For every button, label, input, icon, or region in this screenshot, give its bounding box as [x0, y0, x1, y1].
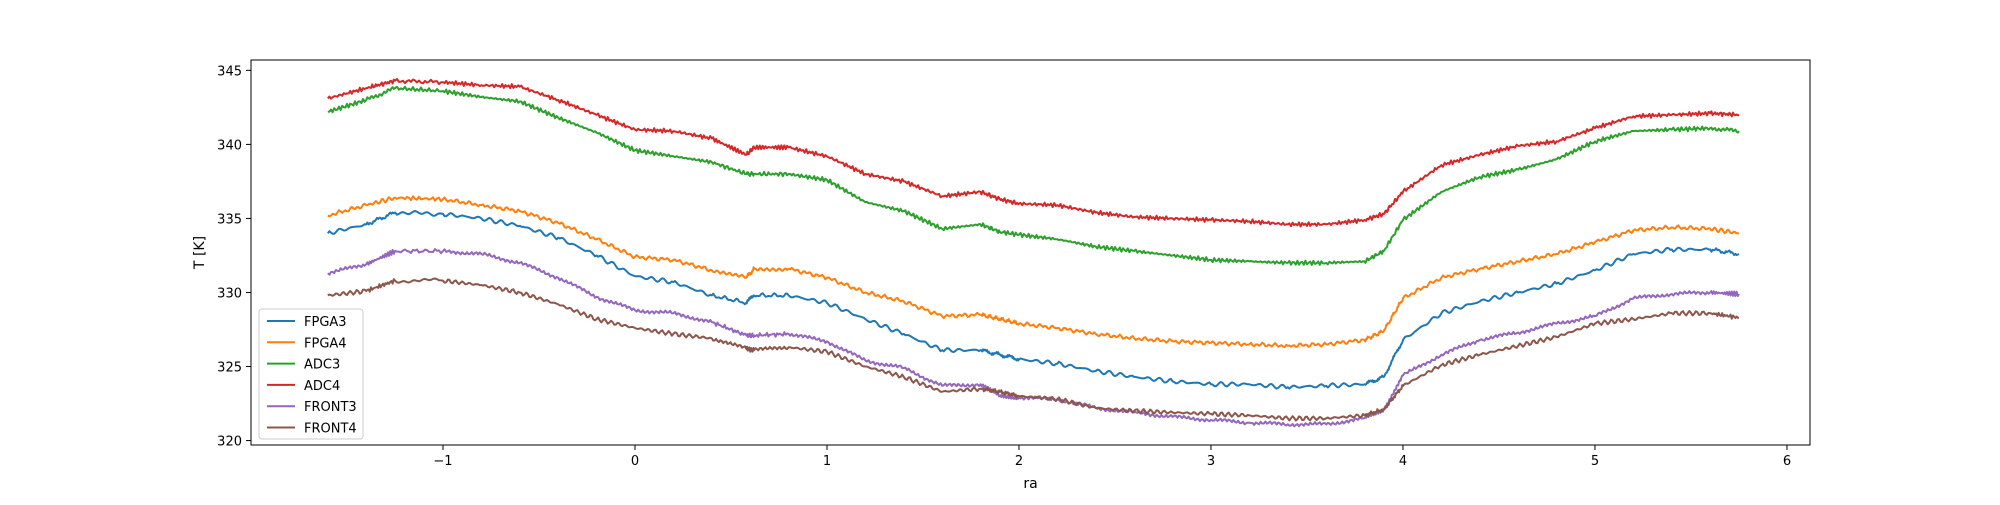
legend-label: FRONT3 [304, 400, 357, 415]
x-tick-label: 4 [1399, 454, 1407, 469]
series-line-fpga3 [327, 210, 1740, 390]
y-axis-label: T [K] [192, 236, 208, 270]
x-tick-label: 1 [823, 454, 831, 469]
series-line-adc4 [327, 78, 1740, 228]
y-tick-label: 335 [217, 212, 242, 227]
x-tick-label: 0 [631, 454, 639, 469]
y-tick-label: 345 [217, 64, 242, 79]
series-line-fpga4 [327, 195, 1740, 349]
x-tick-label: 2 [1015, 454, 1023, 469]
y-tick-label: 330 [217, 286, 242, 301]
legend-label: FRONT4 [304, 422, 357, 437]
series-line-front3 [327, 248, 1740, 428]
x-axis-label: ra [1023, 476, 1037, 492]
plot-area-frame [250, 59, 1811, 446]
legend-label: FPGA4 [304, 336, 347, 351]
x-tick-label: 6 [1783, 454, 1791, 469]
y-tick-label: 325 [217, 361, 242, 376]
x-tick-label: 3 [1207, 454, 1215, 469]
y-tick-label: 320 [217, 435, 242, 450]
y-tick-label: 340 [217, 138, 242, 153]
legend-label: ADC3 [304, 358, 340, 373]
legend: FPGA3 FPGA4 ADC3 ADC4 FRONT3 FRONT4 [258, 308, 364, 440]
legend-label: FPGA3 [304, 315, 347, 330]
series-layer [327, 78, 1740, 428]
series-line-front4 [327, 277, 1740, 422]
series-line-adc3 [327, 85, 1740, 266]
legend-label: ADC4 [304, 379, 340, 394]
x-tick-label: −1 [433, 454, 452, 469]
x-tick-label: 5 [1591, 454, 1599, 469]
